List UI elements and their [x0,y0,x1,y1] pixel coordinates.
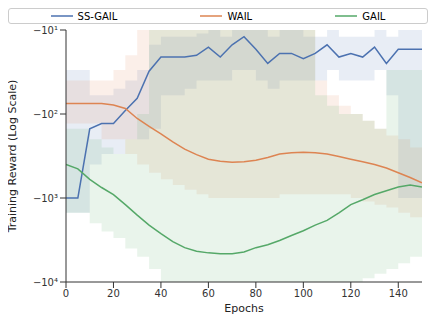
svg-text:Training Reward (Log Scale): Training Reward (Log Scale) [8,80,19,234]
svg-text:−10³: −10³ [33,193,58,204]
svg-text:−10⁴: −10⁴ [33,277,58,288]
svg-text:−10²: −10² [33,109,58,120]
html-text:SS-GAIL: SS-GAIL [77,10,118,22]
svg-text:120: 120 [341,288,360,299]
svg-text:Epochs: Epochs [224,302,264,315]
svg-text:20: 20 [107,288,120,299]
svg-text:0: 0 [63,288,69,299]
html-text:GAIL: GAIL [362,10,386,22]
svg-text:40: 40 [155,288,168,299]
html-text:WAIL: WAIL [227,10,253,22]
svg-text:140: 140 [389,288,408,299]
svg-text:80: 80 [249,288,262,299]
svg-text:60: 60 [202,288,215,299]
svg-text:−10¹: −10¹ [33,25,58,36]
svg-text:100: 100 [294,288,313,299]
